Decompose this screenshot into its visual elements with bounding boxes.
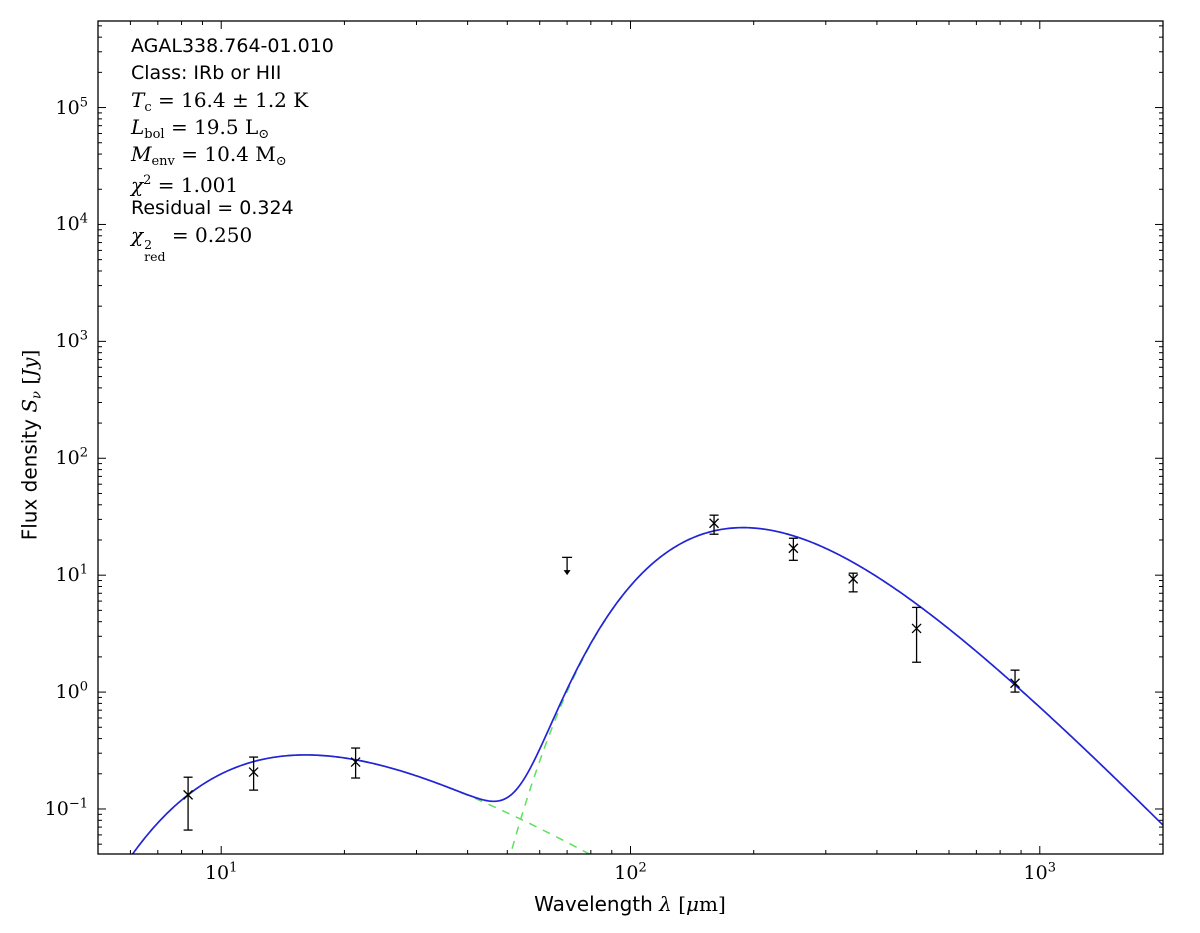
- axis-ticks: [98, 21, 1163, 854]
- total-fit-curve: [131, 526, 1163, 854]
- data-point: [1010, 669, 1020, 693]
- annotation-class-line: Class: IRb or HII: [131, 62, 282, 84]
- data-point: [709, 514, 720, 535]
- annotation-luminosity: Lbol = 19.5 L⊙: [131, 115, 270, 142]
- data-point: [788, 537, 799, 561]
- x-tick-label: 102: [614, 860, 647, 884]
- plot-frame: [97, 20, 1164, 855]
- annotation-chi-square: χ2 = 1.001: [131, 173, 239, 197]
- y-tick-label: 104: [55, 212, 88, 236]
- annotation-envelope-mass: Menv = 10.4 M⊙: [131, 142, 287, 169]
- upper-limit-marker: [562, 556, 573, 576]
- annotation-chi-square-reduced: χ 2 red = 0.250: [131, 223, 253, 264]
- x-tick-label: 101: [204, 860, 238, 884]
- annotation-source-name: AGAL338.764-01.010: [131, 35, 334, 57]
- x-tick-label: 103: [1023, 860, 1057, 884]
- sub-superscript-stack: 2 red: [144, 237, 166, 264]
- data-point: [911, 606, 922, 663]
- y-tick-label: 10−1: [44, 796, 88, 820]
- y-axis-label: Flux density Sν [Jy]: [17, 349, 45, 541]
- y-tick-label: 103: [55, 329, 88, 353]
- data-point: [350, 747, 361, 779]
- annotation-residual: Residual = 0.324: [131, 197, 294, 219]
- data-point: [848, 572, 859, 593]
- annotation-temperature: Tc = 16.4 ± 1.2 K: [131, 88, 309, 115]
- data-points: [183, 514, 1020, 831]
- fit-parameters-annotation: AGAL338.764-01.010 Class: IRb or HII Tc = …: [131, 33, 334, 264]
- y-tick-label: 105: [55, 95, 88, 119]
- y-tick-label: 102: [55, 445, 88, 470]
- fit-curves: [131, 526, 1163, 854]
- y-tick-label: 101: [55, 562, 88, 587]
- y-tick-label: 100: [55, 679, 88, 704]
- x-axis-label: Wavelength λ [μm]: [534, 892, 726, 916]
- data-point: [248, 756, 259, 791]
- data-point: [183, 776, 194, 831]
